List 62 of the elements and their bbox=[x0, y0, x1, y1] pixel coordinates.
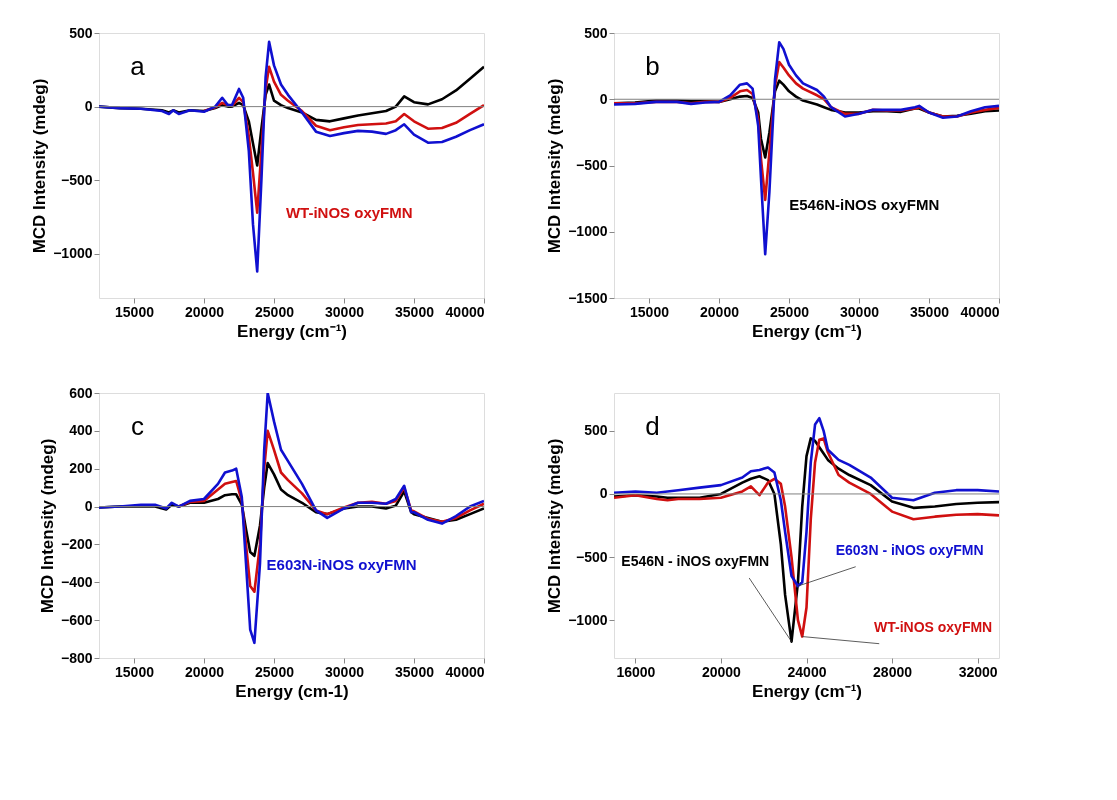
x-tick-label: 16000 bbox=[616, 663, 656, 680]
x-tick-label: 20000 bbox=[185, 303, 225, 320]
x-tick-label: 15000 bbox=[115, 303, 155, 320]
x-tick-label: 32000 bbox=[958, 663, 998, 680]
y-tick-label: 500 bbox=[584, 24, 608, 41]
y-tick-label: 200 bbox=[69, 460, 93, 477]
y-tick-label: −500 bbox=[575, 157, 608, 173]
x-tick-label: 35000 bbox=[395, 303, 435, 320]
y-tick-label: −500 bbox=[60, 171, 93, 188]
x-tick-label: 30000 bbox=[840, 303, 880, 320]
y-tick-label: 0 bbox=[84, 98, 93, 115]
x-axis-title: Energy (cm⁻¹) bbox=[237, 321, 347, 341]
x-axis-title: Energy (cm-1) bbox=[235, 681, 349, 701]
y-tick-label: 0 bbox=[84, 498, 93, 515]
annotation: E546N-iNOS oxyFMN bbox=[789, 196, 940, 214]
series-label: E546N - iNOS oxyFMN bbox=[621, 553, 770, 570]
y-tick-label: 0 bbox=[599, 90, 608, 107]
y-axis-title: MCD Intensity (mdeg) bbox=[545, 438, 565, 614]
text: E603N - iNOS oxyFMN bbox=[835, 541, 984, 558]
y-tick-label: 400 bbox=[69, 422, 93, 439]
y-tick-label: −600 bbox=[60, 611, 93, 628]
x-tick-label: 40000 bbox=[445, 303, 485, 320]
y-axis-title: MCD Intensity (mdeg) bbox=[37, 438, 57, 614]
y-tick-label: 500 bbox=[584, 422, 608, 439]
y-tick-label: −400 bbox=[60, 573, 93, 590]
y-tick-label: −1000 bbox=[53, 245, 93, 262]
x-tick-label: 35000 bbox=[395, 663, 435, 680]
x-tick-label: 15000 bbox=[630, 303, 670, 320]
annotation: d bbox=[645, 411, 660, 442]
y-tick-label: 600 bbox=[69, 384, 93, 401]
x-axis-title: Energy (cm⁻¹) bbox=[752, 681, 862, 701]
x-tick-label: 25000 bbox=[770, 303, 810, 320]
x-tick-label: 30000 bbox=[325, 663, 365, 680]
x-tick-label: 25000 bbox=[255, 663, 295, 680]
y-tick-label: −500 bbox=[575, 548, 608, 565]
annotation: a bbox=[130, 51, 146, 82]
annotation: WT-iNOS oxyFMN bbox=[285, 204, 413, 222]
y-tick-label: 500 bbox=[69, 24, 93, 41]
y-tick-label: −200 bbox=[60, 535, 93, 552]
y-tick-label: 0 bbox=[599, 485, 608, 502]
y-tick-label: −800 bbox=[60, 649, 93, 666]
x-tick-label: 40000 bbox=[960, 303, 1000, 320]
annotation: c bbox=[131, 411, 144, 442]
x-tick-label: 15000 bbox=[115, 663, 155, 680]
x-tick-label: 40000 bbox=[445, 663, 485, 680]
text: WT-iNOS oxyFMN bbox=[874, 618, 993, 635]
annotation: b bbox=[645, 51, 660, 82]
y-tick-label: −1000 bbox=[568, 611, 608, 628]
x-tick-label: 30000 bbox=[325, 303, 365, 320]
y-tick-label: −1000 bbox=[568, 223, 608, 240]
x-tick-label: 24000 bbox=[787, 663, 827, 680]
x-tick-label: 20000 bbox=[701, 663, 742, 680]
annotation: E603N-iNOS oxyFMN bbox=[266, 556, 417, 574]
y-axis-title: MCD Intensity (mdeg) bbox=[30, 78, 50, 254]
x-tick-label: 20000 bbox=[185, 663, 225, 680]
y-axis-title: MCD Intensity (mdeg) bbox=[545, 78, 565, 254]
x-tick-label: 25000 bbox=[255, 303, 295, 320]
x-tick-label: 35000 bbox=[910, 303, 950, 320]
y-tick-label: −1500 bbox=[568, 289, 608, 306]
x-axis-title: Energy (cm⁻¹) bbox=[752, 321, 862, 341]
x-tick-label: 20000 bbox=[700, 303, 740, 320]
x-tick-label: 28000 bbox=[873, 663, 913, 680]
